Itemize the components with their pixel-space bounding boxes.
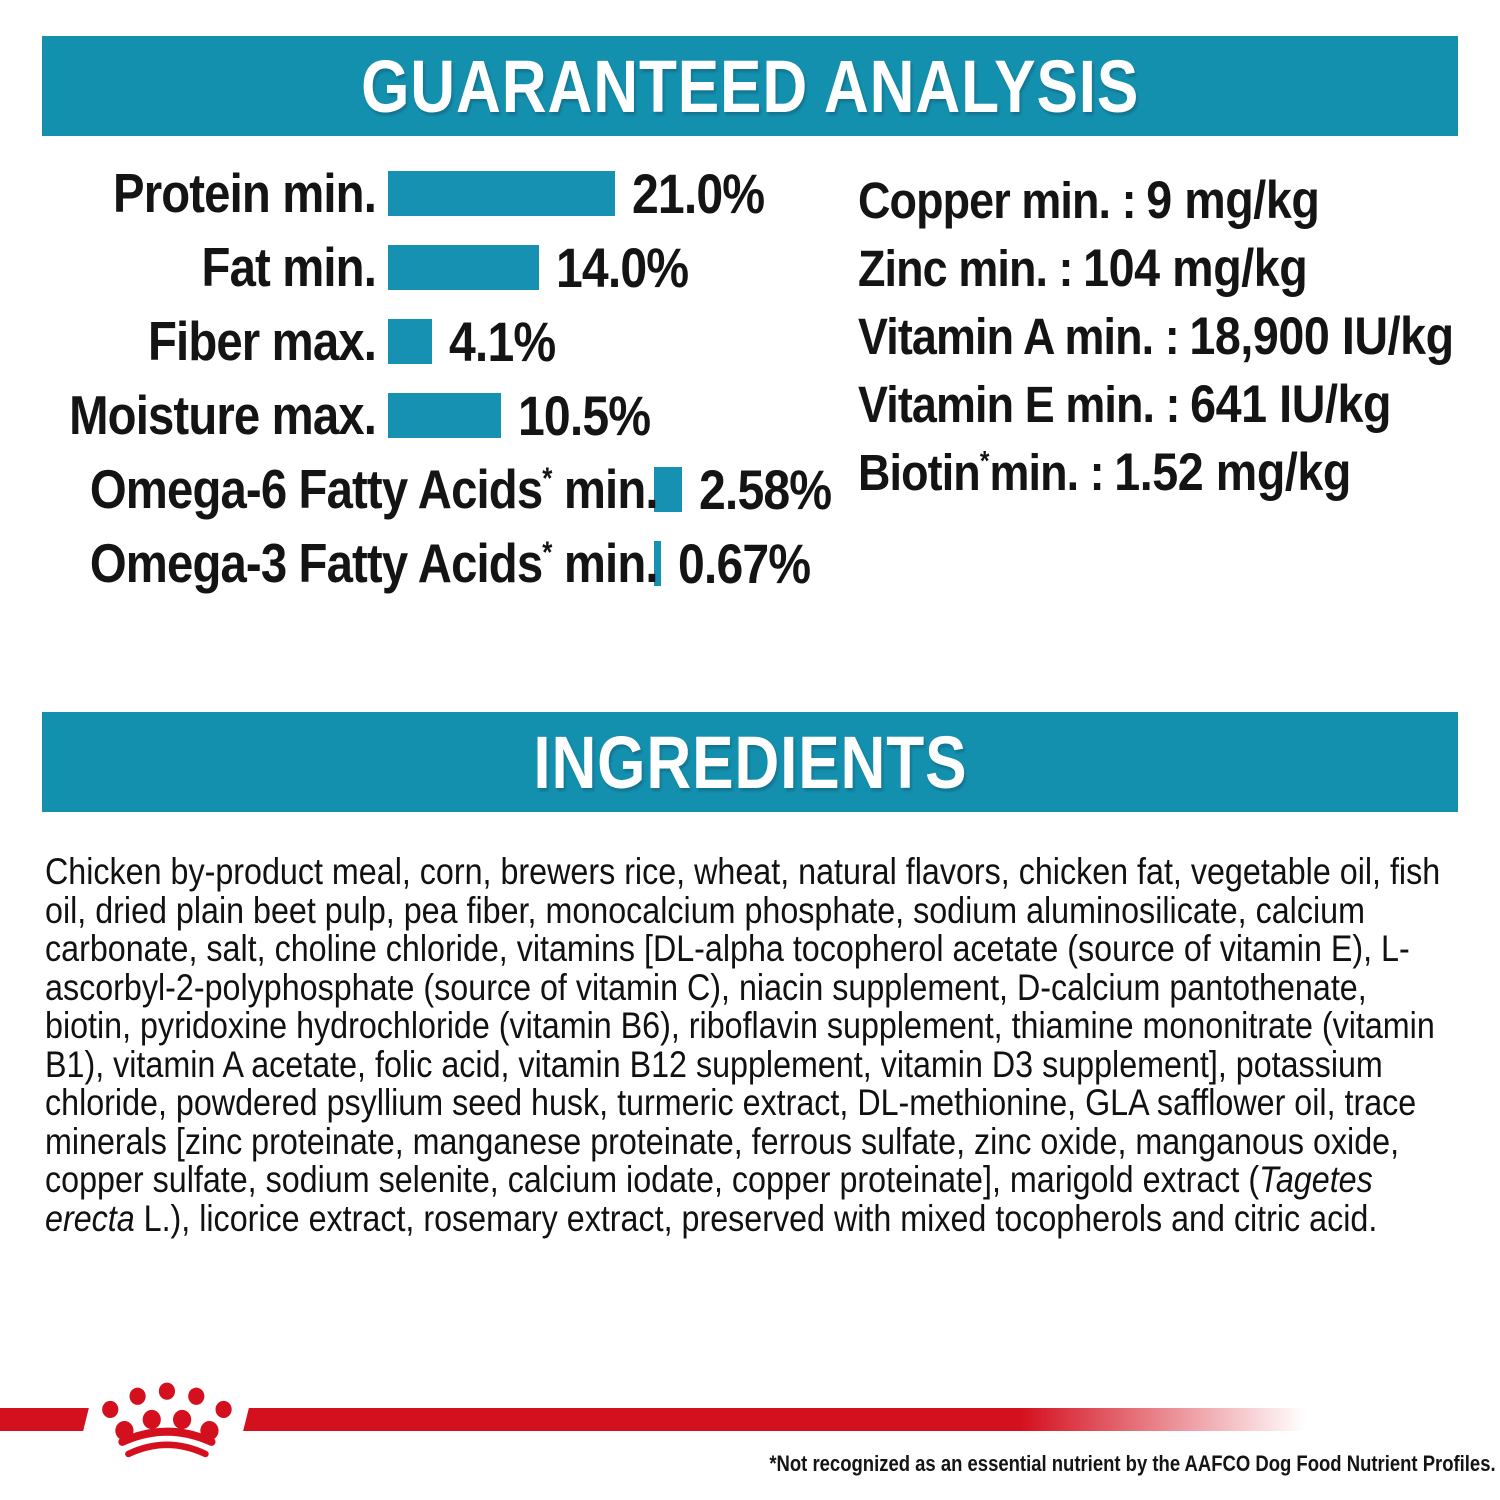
- guaranteed-analysis-bar-chart: Protein min. 21.0% Fat min. 14.0% Fiber …: [0, 156, 880, 600]
- nutrient-row: Copper min.:9 mg/kg: [858, 166, 1423, 234]
- nutrient-values-list: Copper min.:9 mg/kg Zinc min.:104 mg/kg …: [858, 166, 1500, 506]
- analysis-bar-row: Omega-3 Fatty Acids* min. 0.67%: [0, 526, 880, 600]
- nutrient-row-value: 18,900 IU/kg: [1189, 306, 1454, 366]
- brand-red-band: [0, 1408, 1500, 1431]
- analysis-row-value: 14.0%: [556, 235, 689, 299]
- colon-separator: :: [1089, 443, 1105, 501]
- nutrient-row-label: Biotin: [858, 443, 981, 501]
- asterisk-superscript: *: [979, 445, 990, 476]
- nutrient-row: Vitamin E min.:641 IU/kg: [858, 370, 1423, 438]
- aafco-footnote: *Not recognized as an essential nutrient…: [769, 1451, 1496, 1476]
- analysis-value-bar: [388, 244, 539, 290]
- nutrient-row-value: 641 IU/kg: [1190, 374, 1392, 434]
- nutrient-row: Zinc min.:104 mg/kg: [858, 234, 1423, 302]
- nutrient-row-label: Zinc min.: [858, 239, 1048, 297]
- asterisk-superscript: *: [542, 536, 552, 570]
- analysis-row-label: Omega-3 Fatty Acids* min.: [89, 532, 659, 594]
- analysis-row-label: Omega-6 Fatty Acids* min.: [89, 458, 659, 520]
- analysis-bar-row: Fiber max. 4.1%: [0, 304, 880, 378]
- colon-separator: :: [1164, 307, 1180, 365]
- analysis-bar-row: Protein min. 21.0%: [0, 156, 880, 230]
- nutrient-row-label-suffix: min.: [989, 443, 1079, 501]
- analysis-row-label: Fiber max.: [148, 310, 377, 372]
- analysis-row-value: 4.1%: [449, 309, 556, 373]
- analysis-value-bar: [388, 392, 501, 438]
- ingredients-paragraph: Chicken by-product meal, corn, brewers r…: [45, 851, 1458, 1239]
- asterisk-superscript: *: [542, 462, 552, 496]
- nutrient-row-label: Copper min.: [858, 171, 1111, 229]
- analysis-value-bar: [654, 466, 682, 512]
- analysis-value-bar: [654, 540, 661, 586]
- ingredients-title: INGREDIENTS: [532, 720, 968, 804]
- ingredients-species-italic: Tagetes erecta: [45, 1159, 1373, 1239]
- analysis-row-value: 2.58%: [699, 457, 832, 521]
- nutrient-row: Biotin * min.:1.52 mg/kg: [858, 438, 1423, 506]
- colon-separator: :: [1165, 375, 1181, 433]
- nutrient-row-label: Vitamin A min.: [858, 307, 1154, 365]
- analysis-row-value: 0.67%: [678, 531, 811, 595]
- analysis-row-label: Protein min.: [113, 162, 377, 224]
- analysis-value-bar: [388, 170, 615, 216]
- ingredients-header: INGREDIENTS: [42, 712, 1458, 812]
- analysis-bar-row: Fat min. 14.0%: [0, 230, 880, 304]
- analysis-row-value: 21.0%: [632, 161, 765, 225]
- analysis-row-label: Moisture max.: [69, 384, 377, 446]
- royal-canin-crown-icon: [97, 1374, 249, 1458]
- guaranteed-analysis-header: GUARANTEED ANALYSIS: [42, 36, 1458, 136]
- nutrient-row-value: 104 mg/kg: [1083, 238, 1308, 298]
- analysis-row-label: Fat min.: [201, 236, 377, 298]
- nutrient-row-value: 1.52 mg/kg: [1114, 442, 1351, 502]
- colon-separator: :: [1058, 239, 1074, 297]
- ingredients-section: Chicken by-product meal, corn, brewers r…: [45, 851, 1458, 1239]
- analysis-row-value: 10.5%: [518, 383, 651, 447]
- analysis-value-bar: [388, 318, 432, 364]
- ingredients-text-pre: Chicken by-product meal, corn, brewers r…: [45, 851, 1441, 1200]
- ingredients-text-post: L.), licorice extract, rosemary extract,…: [134, 1197, 1378, 1239]
- nutrient-row-label: Vitamin E min.: [858, 375, 1155, 433]
- guaranteed-analysis-title: GUARANTEED ANALYSIS: [360, 44, 1140, 128]
- nutrient-row: Vitamin A min.:18,900 IU/kg: [858, 302, 1454, 370]
- nutrient-row-value: 9 mg/kg: [1146, 170, 1320, 230]
- analysis-bar-row: Omega-6 Fatty Acids* min. 2.58%: [0, 452, 880, 526]
- analysis-bar-row: Moisture max. 10.5%: [0, 378, 880, 452]
- colon-separator: :: [1121, 171, 1137, 229]
